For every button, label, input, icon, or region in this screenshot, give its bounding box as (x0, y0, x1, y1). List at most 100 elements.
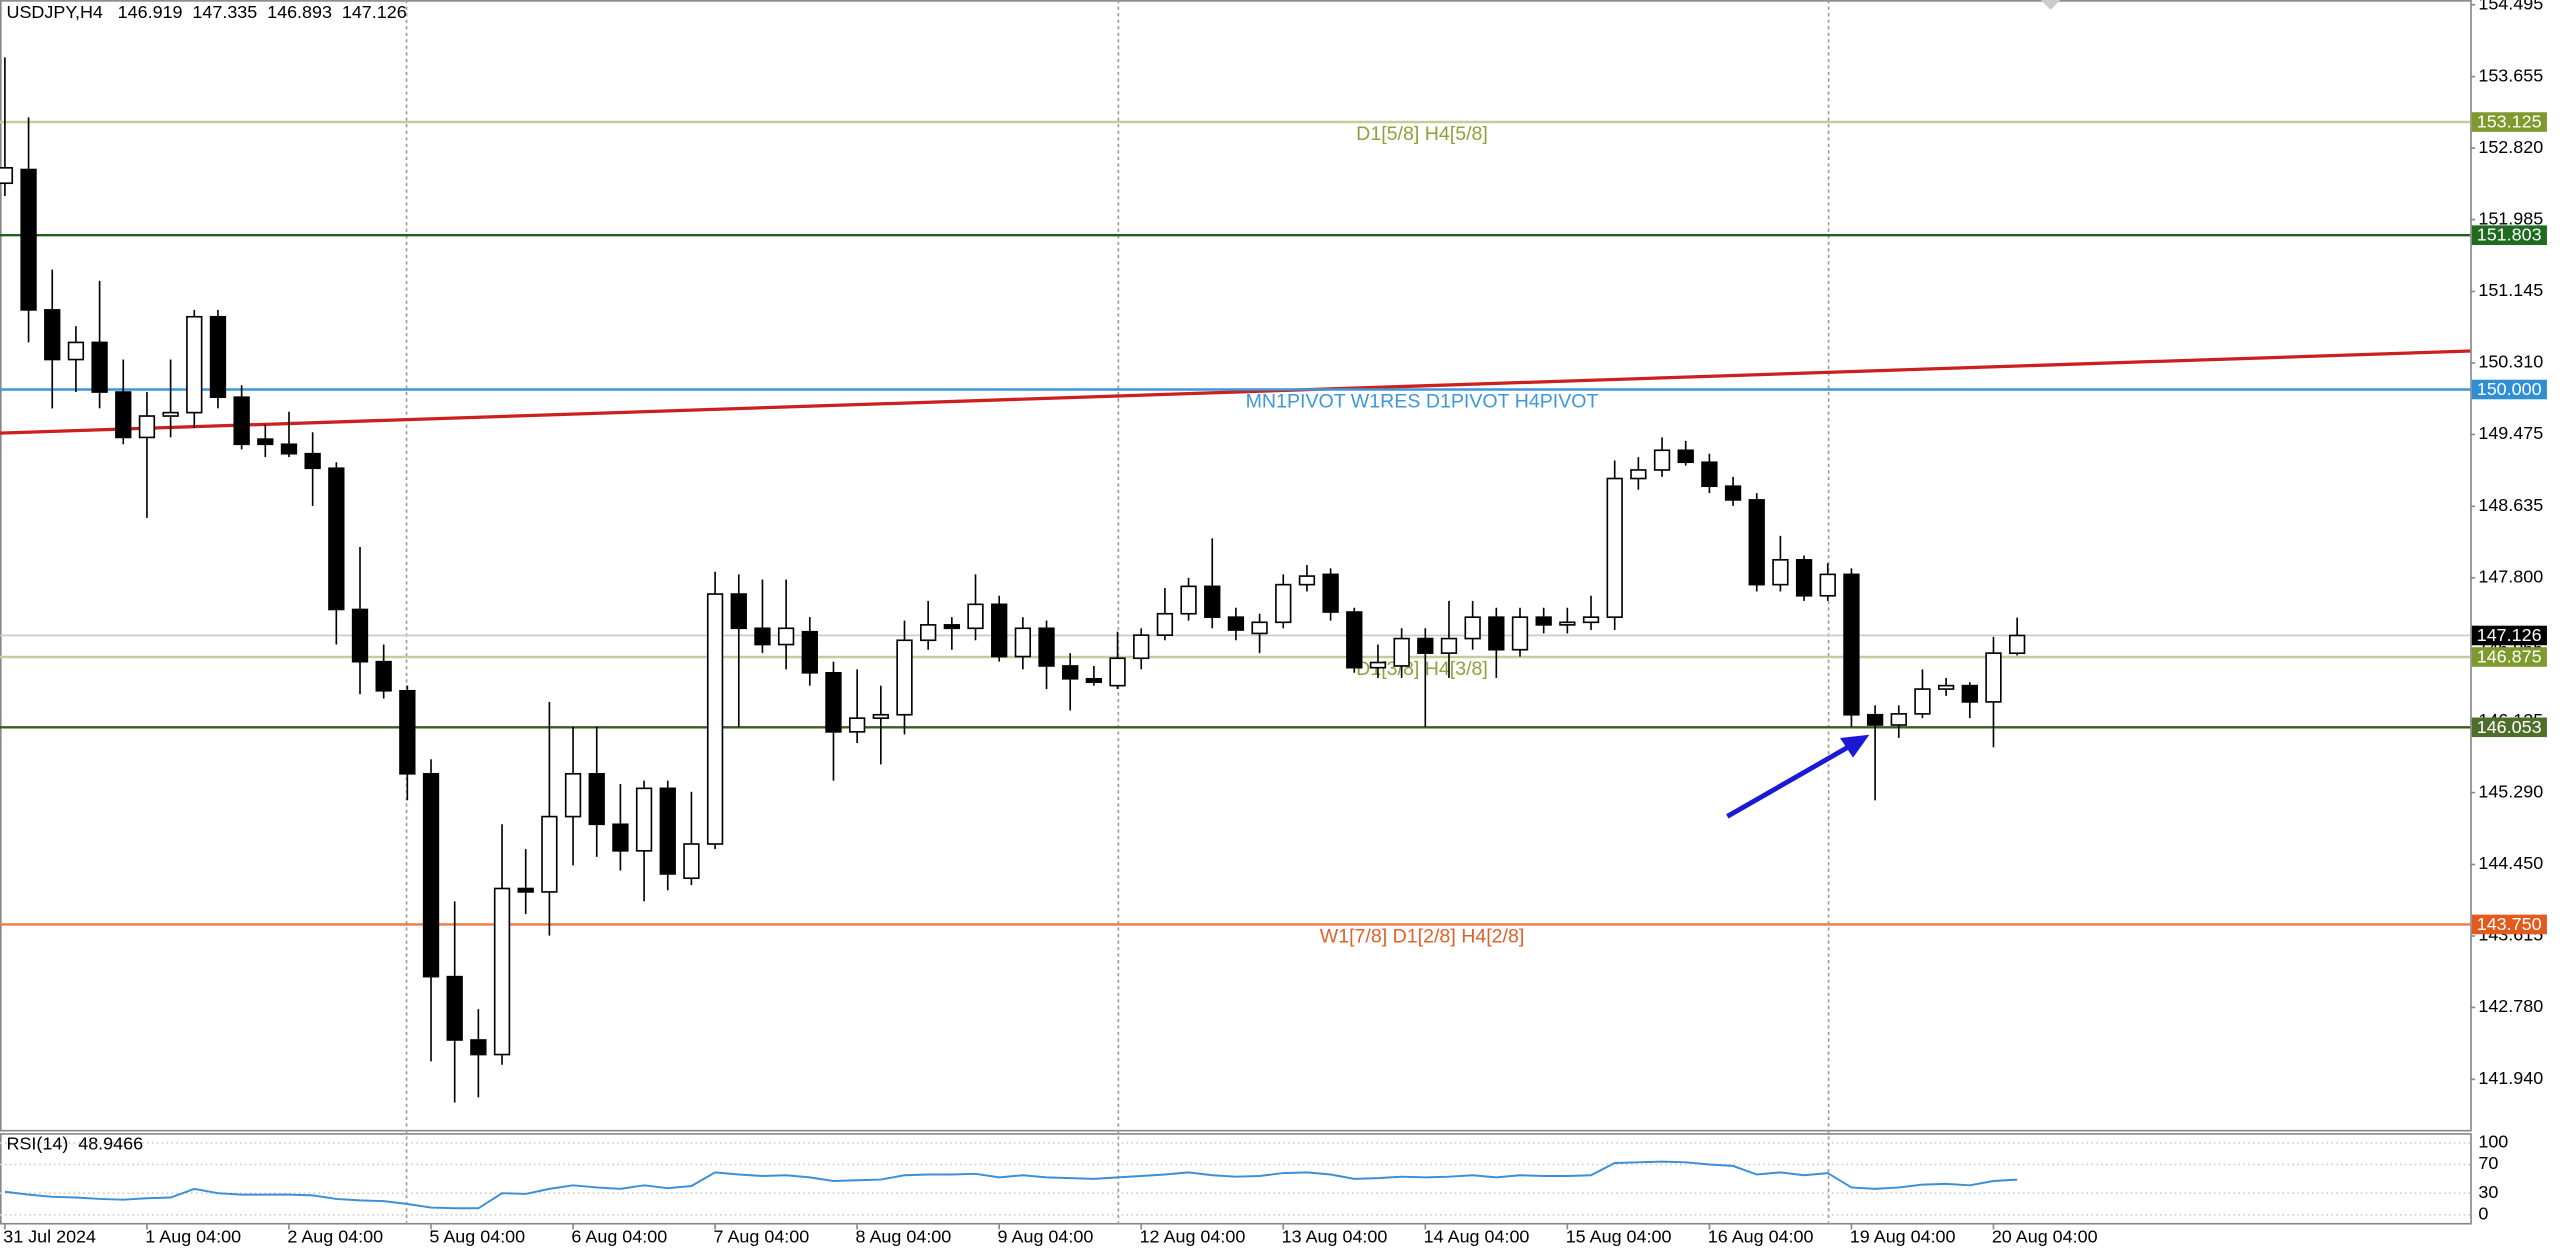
candle-body (375, 660, 392, 692)
candle-body (44, 309, 61, 361)
y-tick-label: 151.985 (2478, 208, 2543, 228)
candle-body (1559, 621, 1576, 626)
trendline (0, 349, 2471, 435)
candle-body (991, 603, 1008, 658)
level-price-text: 146.053 (2477, 717, 2542, 737)
candle-body (422, 772, 440, 978)
candle-body (1724, 485, 1742, 501)
candle-body (777, 627, 795, 646)
x-tick-label: 5 Aug 04:00 (429, 1226, 525, 1246)
y-tick-label: 142.780 (2478, 996, 2543, 1016)
arrow-shaft (1726, 744, 1852, 819)
candle-body (659, 787, 676, 875)
low-value: 146.893 (267, 2, 332, 22)
candle-body (754, 627, 771, 646)
y-tick-label: 148.635 (2478, 495, 2543, 515)
level-price-box (2471, 647, 2547, 667)
candle-body (1488, 616, 1505, 651)
y-tick-label: 152.820 (2478, 137, 2543, 157)
candle-body (280, 443, 298, 455)
rsi-tick-label: 70 (2478, 1153, 2498, 1173)
rsi-header: RSI(14) 48.9466 (7, 1133, 144, 1153)
level-label: D1[3/8] H4[3/8] (1356, 658, 1488, 680)
candle-body (115, 391, 132, 439)
y-tick-label: 153.655 (2478, 65, 2543, 85)
candle-body (0, 167, 14, 185)
rsi-tick-label: 100 (2478, 1132, 2508, 1152)
candle-body (1772, 559, 1789, 586)
candle-body (825, 671, 842, 733)
candle-body (967, 603, 984, 630)
candle-body (1511, 616, 1529, 651)
candle-body (20, 168, 37, 311)
x-tick-label: 15 Aug 04:00 (1566, 1226, 1672, 1246)
high-value: 147.335 (192, 2, 257, 22)
candle-body (2008, 634, 2026, 655)
candle-body (541, 815, 558, 893)
candle-body (1156, 612, 1174, 636)
annotation-arrow (1726, 734, 1870, 819)
candle-body (920, 624, 937, 642)
y-tick-label: 154.495 (2478, 0, 2543, 14)
x-tick-label: 31 Jul 2024 (3, 1226, 96, 1246)
y-tick-label: 144.450 (2478, 853, 2543, 873)
close-value: 147.126 (342, 2, 407, 22)
rsi-line (4, 1160, 2018, 1210)
candle-body (186, 315, 203, 414)
x-tick-label: 1 Aug 04:00 (145, 1226, 241, 1246)
candle-body (1795, 559, 1813, 597)
level-label: MN1PIVOT W1RES D1PIVOT H4PIVOT (1246, 391, 1599, 413)
candle-body (1322, 573, 1339, 613)
candle-body (1819, 573, 1836, 597)
candle-body (351, 608, 369, 663)
candle-body (1417, 637, 1434, 654)
candle-body (801, 630, 818, 674)
scroll-marker (2040, 0, 2061, 10)
candle-body (896, 639, 913, 716)
symbol: USDJPY,H4 (7, 2, 103, 22)
candle-body (1014, 627, 1032, 658)
candle-body (162, 411, 179, 417)
candle-body (1133, 634, 1150, 660)
level-price-box (2471, 914, 2547, 935)
candle-body (872, 713, 889, 719)
candle-body (1440, 637, 1458, 654)
candle-body (1109, 657, 1126, 687)
level-label: D1[5/8] H4[5/8] (1356, 123, 1488, 145)
candle-body (848, 717, 866, 733)
chart-header: USDJPY,H4 146.919 147.335 146.893 147.12… (7, 2, 407, 22)
x-tick-label: 6 Aug 04:00 (571, 1226, 667, 1246)
current-price-text: 147.126 (2477, 625, 2542, 645)
y-tick-label: 147.800 (2478, 567, 2543, 587)
candle-body (517, 887, 534, 893)
level-price-box (2471, 112, 2547, 132)
candle-body (328, 467, 345, 611)
level-price-box (2471, 379, 2547, 400)
arrow-head (1840, 734, 1870, 758)
x-tick-label: 20 Aug 04:00 (1992, 1226, 2098, 1246)
level-price-text: 153.125 (2477, 112, 2542, 132)
candle-body (1535, 616, 1552, 626)
candle-body (1038, 627, 1055, 667)
candle-body (1180, 585, 1197, 615)
candle-body (564, 772, 582, 818)
candle-body (446, 975, 463, 1041)
candle-body (209, 315, 227, 399)
rsi-value: 48.9466 (78, 1133, 143, 1153)
level-label: W1[7/8] D1[2/8] H4[2/8] (1320, 926, 1525, 948)
candle-body (493, 887, 511, 1056)
y-tick-label: 141.940 (2478, 1068, 2543, 1088)
candle-body (730, 593, 747, 630)
x-tick-label: 2 Aug 04:00 (287, 1226, 383, 1246)
candle-body (1393, 637, 1410, 667)
candle-body (588, 772, 605, 826)
rsi-name: RSI(14) (7, 1133, 69, 1153)
current-price-box (2471, 625, 2547, 646)
candle-body (1251, 621, 1268, 635)
candle-body (1701, 461, 1718, 488)
candle-body (1582, 616, 1600, 624)
level-price-text: 146.875 (2477, 647, 2542, 667)
